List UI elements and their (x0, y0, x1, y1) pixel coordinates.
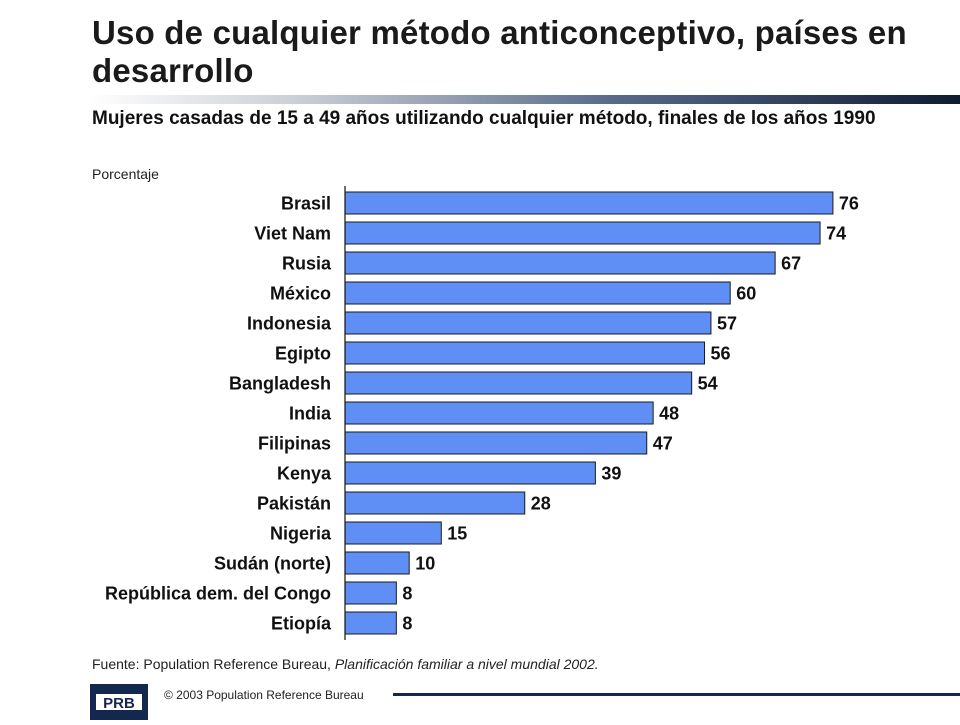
data-label-india: 48 (659, 404, 679, 424)
unit-label: Porcentaje (92, 166, 159, 182)
category-label-indonesia: Indonesia (247, 314, 332, 334)
slide-title: Uso de cualquier método anticonceptivo, … (92, 14, 907, 89)
category-label-nigeria: Nigeria (270, 524, 332, 544)
bar-chart: Brasil 76 Viet Nam 74 Rusia 67 México 60 Indones… (105, 186, 859, 640)
data-label-republica-dem-del-congo: 8 (402, 584, 412, 604)
bar-etiopia (344, 611, 397, 635)
data-label-pakistan: 28 (531, 494, 551, 514)
category-label-egipto: Egipto (275, 344, 331, 364)
category-label-viet-nam: Viet Nam (254, 224, 331, 244)
bar-rusia (344, 251, 776, 275)
bar-india (344, 401, 654, 425)
bar-nigeria (344, 521, 442, 545)
logo-text: PRB (103, 695, 135, 712)
source-prefix: Fuente: Population Reference Bureau, (92, 656, 335, 672)
category-label-filipinas: Filipinas (258, 434, 331, 454)
chart-subtitle: Mujeres casadas de 15 a 49 años utilizan… (92, 108, 876, 129)
data-label-egipto: 56 (711, 344, 731, 364)
bar-kenya (344, 461, 596, 485)
bar-bangladesh (344, 371, 693, 395)
category-label-rusia: Rusia (282, 254, 332, 274)
source-note: Fuente: Population Reference Bureau, Pla… (92, 656, 599, 672)
bar-sudan-norte (344, 551, 410, 575)
bar-viet-nam (344, 221, 821, 245)
source-title: Planificación familiar a nivel mundial 2… (334, 656, 599, 672)
copyright-notice: © 2003 Population Reference Bureau (164, 688, 364, 702)
category-label-kenya: Kenya (277, 464, 332, 484)
category-label-pakistan: Pakistán (257, 494, 331, 514)
data-label-brasil: 76 (839, 194, 859, 214)
data-label-mexico: 60 (736, 284, 756, 304)
category-label-india: India (289, 404, 332, 424)
bar-brasil (344, 191, 834, 215)
data-label-kenya: 39 (601, 464, 621, 484)
bar-mexico (344, 281, 731, 305)
footer-divider (393, 693, 960, 696)
bar-indonesia (344, 311, 712, 335)
data-label-sudan-norte: 10 (415, 554, 435, 574)
bar-republica-dem-del-congo (344, 581, 397, 605)
category-label-brasil: Brasil (281, 194, 331, 214)
category-label-mexico: México (270, 284, 331, 304)
bar-filipinas (344, 431, 648, 455)
bar-egipto (344, 341, 706, 365)
data-label-etiopia: 8 (402, 614, 412, 634)
category-label-etiopia: Etiopía (271, 614, 332, 634)
category-label-sudan-norte: Sudán (norte) (214, 554, 331, 574)
category-label-republica-dem-del-congo: República dem. del Congo (105, 584, 331, 604)
bar-pakistan (344, 491, 526, 515)
category-label-bangladesh: Bangladesh (229, 374, 331, 394)
data-label-filipinas: 47 (653, 434, 673, 454)
data-label-rusia: 67 (781, 254, 801, 274)
title-divider (88, 95, 960, 104)
data-label-nigeria: 15 (447, 524, 467, 544)
data-label-indonesia: 57 (717, 314, 737, 334)
prb-logo: PRB (90, 684, 148, 720)
data-label-bangladesh: 54 (698, 374, 718, 394)
data-label-viet-nam: 74 (826, 224, 846, 244)
